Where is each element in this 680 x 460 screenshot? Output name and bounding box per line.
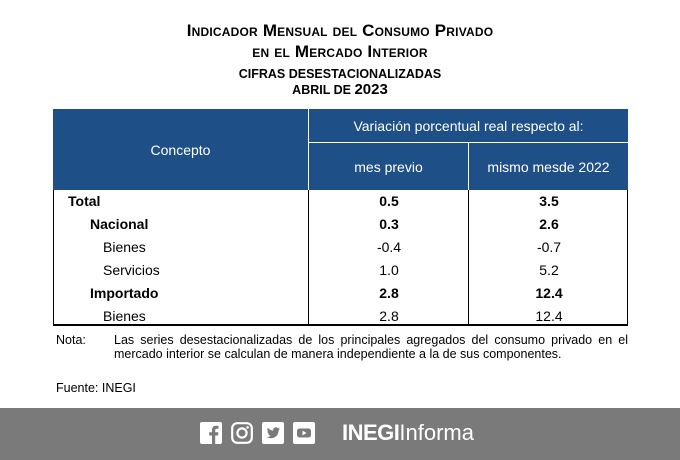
row-value-mismo-mes: 12.4: [535, 308, 563, 324]
table-row-bienes-nacional: Bienes -0.4 -0.7: [54, 236, 627, 259]
table-header: Concepto Variación porcentual real respe…: [53, 109, 628, 190]
header-concepto: Concepto: [150, 141, 211, 158]
column-divider: [468, 190, 469, 324]
row-label: Bienes: [103, 239, 146, 255]
row-label: Servicios: [103, 262, 160, 278]
footnote-label: Nota:: [56, 333, 86, 347]
row-value-mes-previo: 2.8: [379, 285, 399, 301]
header-mes-previo: mes previo: [308, 142, 468, 190]
table-row-nacional: Nacional 0.3 2.6: [54, 213, 627, 236]
source-line: Fuente: INEGI: [56, 381, 136, 395]
table-row-servicios: Servicios 1.0 5.2: [54, 259, 627, 282]
instagram-icon[interactable]: [231, 422, 253, 444]
row-value-mes-previo: 1.0: [379, 262, 399, 278]
row-value-mes-previo: 0.3: [379, 216, 399, 232]
row-value-mismo-mes: 2.6: [539, 216, 559, 232]
header-mismo-mes: mismo mes de 2022: [468, 142, 628, 190]
row-value-mes-previo: 2.8: [379, 308, 399, 324]
row-value-mismo-mes: 5.2: [539, 262, 559, 278]
footnote-text: Las series desestacionalizadas de los pr…: [114, 333, 628, 361]
header-mismo-mes-line2: de 2022: [558, 158, 610, 175]
column-divider: [308, 190, 309, 324]
brand-light: Informa: [399, 420, 474, 445]
table-row-total: Total 0.5 3.5: [54, 190, 627, 213]
facebook-icon[interactable]: [200, 422, 222, 444]
row-label: Importado: [90, 285, 159, 301]
row-value-mismo-mes: 3.5: [539, 193, 559, 209]
report-title-line1: Indicador Mensual del Consumo Privado: [186, 21, 494, 40]
row-label: Total: [68, 193, 101, 209]
social-icons: [200, 422, 315, 444]
brand-bold: INEGI: [342, 420, 400, 445]
report-period: ABRIL DE 2023: [0, 82, 680, 98]
twitter-icon[interactable]: [262, 422, 284, 444]
row-value-mes-previo: 0.5: [379, 193, 399, 209]
footer-bar: INEGIInforma: [0, 408, 680, 460]
row-value-mismo-mes: -0.7: [536, 239, 562, 255]
table-row-bienes-importado: Bienes 2.8 12.4: [54, 305, 627, 328]
table-row-importado: Importado 2.8 12.4: [54, 282, 627, 305]
period-year: 2023: [354, 81, 388, 98]
row-label: Bienes: [103, 308, 146, 324]
title-block: Indicador Mensual del Consumo Privado en…: [0, 0, 680, 98]
report-subtitle: CIFRAS DESESTACIONALIZADAS: [238, 67, 442, 81]
data-table: Concepto Variación porcentual real respe…: [53, 109, 628, 326]
youtube-icon[interactable]: [293, 422, 315, 444]
header-mismo-mes-line1: mismo mes: [487, 158, 559, 175]
table-body: Total 0.5 3.5 Nacional 0.3 2.6 Bienes -0…: [53, 190, 628, 326]
period-prefix: ABRIL DE: [292, 83, 355, 97]
row-value-mes-previo: -0.4: [376, 239, 402, 255]
report-title-line2: en el Mercado Interior: [252, 42, 428, 61]
row-value-mismo-mes: 12.4: [535, 285, 563, 301]
brand-logo: INEGIInforma: [342, 420, 474, 446]
row-label: Nacional: [90, 216, 149, 232]
header-variacion: Variación porcentual real respecto al:: [308, 109, 628, 142]
